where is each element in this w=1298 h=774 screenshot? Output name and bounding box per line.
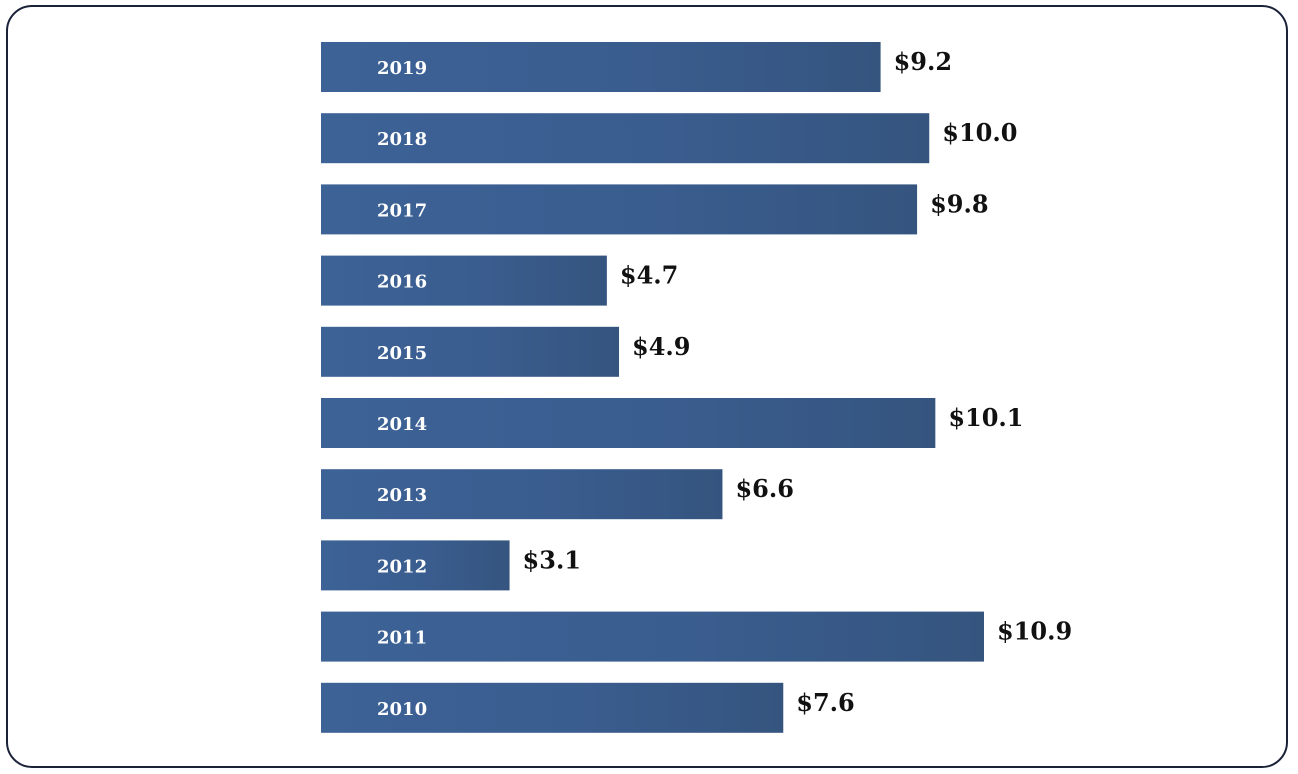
bar-2011 — [321, 611, 984, 662]
bar-2015 — [321, 326, 620, 377]
value-label-2019: $9.2 — [894, 47, 952, 76]
bar-2016 — [321, 255, 607, 306]
value-label-2017: $9.8 — [930, 189, 988, 218]
value-label-2015: $4.9 — [632, 332, 690, 361]
bar-2010 — [321, 682, 784, 733]
category-label-2019: 2019 — [377, 58, 427, 79]
category-label-2013: 2013 — [377, 485, 427, 506]
value-label-2013: $6.6 — [735, 474, 793, 503]
category-label-2016: 2016 — [377, 272, 427, 293]
value-label-2018: $10.0 — [942, 118, 1017, 147]
bar-2018 — [321, 113, 930, 164]
category-label-2011: 2011 — [377, 628, 427, 649]
category-label-2018: 2018 — [377, 129, 427, 150]
bar-series: 2019 $9.2 2018 $10.0 2017 $9.8 2016 $4.7 2015 $4.… — [321, 42, 1072, 733]
value-label-2016: $4.7 — [620, 261, 678, 290]
category-label-2017: 2017 — [377, 200, 427, 221]
value-label-2014: $10.1 — [948, 403, 1023, 432]
value-label-2010: $7.6 — [796, 688, 854, 717]
bar-2014 — [321, 398, 936, 448]
bar-2012 — [321, 540, 510, 591]
value-label-2012: $3.1 — [523, 545, 581, 574]
bar-2017 — [321, 184, 918, 235]
value-label-2011: $10.9 — [997, 617, 1072, 646]
category-label-2010: 2010 — [377, 699, 427, 720]
category-label-2012: 2012 — [377, 556, 427, 577]
bar-2019 — [321, 42, 881, 92]
bar-2013 — [321, 469, 723, 520]
category-label-2014: 2014 — [377, 414, 427, 435]
category-label-2015: 2015 — [377, 343, 427, 364]
